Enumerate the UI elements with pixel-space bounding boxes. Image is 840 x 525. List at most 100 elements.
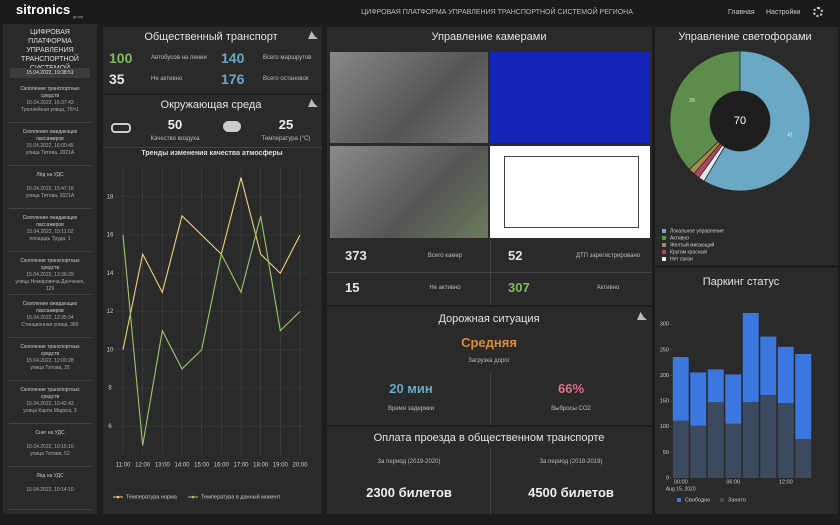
- datetime: 15.04.2022, 19:38:51: [10, 68, 90, 78]
- divider: [9, 509, 91, 510]
- header: sitronics group ЦИФРОВАЯ ПЛАТФОРМА УПРАВ…: [0, 0, 840, 24]
- event-type: Скопление транспортных средств: [20, 86, 80, 99]
- logo-sub: group: [73, 14, 84, 19]
- event-time: 15.04.2022, 16:37:43: [26, 100, 74, 106]
- stats: 20 мин Время задержки 66% Выбросы CO2: [327, 377, 652, 423]
- event-time: 15.04.2022, 12:35:04: [26, 315, 74, 321]
- event-type: Скопление ожидающих пассажиров: [22, 129, 78, 142]
- stat-value: 140: [221, 50, 245, 66]
- stats: За период (2019-2020) 2300 билетов За пери…: [327, 453, 652, 513]
- panel-title: Окружающая среда: [160, 99, 262, 111]
- cameras-panel: Управление камерами 373 Всего камер 52 ДТП …: [327, 27, 652, 305]
- divider: [9, 208, 91, 209]
- stat-label: ДТП зарегистрировано: [575, 253, 641, 259]
- road-panel: Дорожная ситуация Средняя Загрузка дорог…: [327, 307, 652, 425]
- divider: [490, 449, 491, 514]
- nav-link[interactable]: Настройки: [766, 9, 801, 16]
- nav-link[interactable]: Главная: [728, 9, 755, 16]
- header-title: ЦИФРОВАЯ ПЛАТФОРМА УПРАВЛЕНИЯ ТРАНСПОРТН…: [361, 9, 633, 16]
- fare-period: За период (2018-2019): [539, 459, 603, 465]
- stat-label: Время задержки: [388, 406, 434, 412]
- map-icon[interactable]: [308, 99, 318, 107]
- panel-title: Оплата проезда в общественном транспорте: [373, 432, 605, 444]
- event-time: 15.04.2022, 10:42:43: [26, 401, 74, 407]
- event-address: Троллейная улица, 7б/т1: [21, 107, 79, 113]
- chart-title: Тренды изменения качества атмосферы: [141, 150, 283, 157]
- divider: [9, 122, 91, 123]
- event-address: улица Карла Маркса, 3: [23, 408, 77, 414]
- stat-label: Температура (°С): [261, 136, 311, 142]
- fares-panel: Оплата проезда в общественном транспорте…: [327, 427, 652, 514]
- event-address: улица Титова, 25: [30, 365, 70, 371]
- stat-value: 52: [508, 248, 523, 263]
- map-icon[interactable]: [308, 31, 318, 39]
- event-time: 15.04.2022, 10:14:10: [26, 487, 74, 493]
- stat-label: Автобусов на линии: [151, 55, 207, 61]
- divider: [9, 294, 91, 295]
- stat-value: 307: [508, 280, 530, 295]
- stat-value: 373: [345, 248, 367, 263]
- panel-title: Паркинг статус: [702, 276, 780, 288]
- divider: [9, 466, 91, 467]
- camera-feed[interactable]: [490, 146, 650, 238]
- divider: [9, 337, 91, 338]
- fare-value: 4500 билетов: [528, 485, 614, 500]
- stat-value: 66%: [557, 381, 585, 396]
- parking-panel: Паркинг статус: [655, 268, 838, 514]
- stats: 373 Всего камер 52 ДТП зарегистрировано 15 Не…: [327, 241, 652, 305]
- stat-value: 20 мин: [389, 381, 433, 396]
- event-type: Лёд на УДС: [36, 473, 64, 479]
- event-address: Станционная улица, 38б: [21, 322, 79, 328]
- divider: [9, 251, 91, 252]
- event-time: 15.04.2022, 15:11:02: [26, 229, 74, 235]
- panel-title: Управление камерами: [431, 31, 547, 43]
- logo: sitronics: [16, 2, 71, 17]
- panel-title: Дорожная ситуация: [438, 313, 540, 325]
- transport-panel: Общественный транспорт 100 Автобусов на л…: [103, 27, 322, 93]
- weather-icon: [223, 121, 241, 132]
- event-type: Скопление транспортных средств: [20, 387, 80, 400]
- stat-value: 176: [221, 71, 245, 87]
- sidebar-title: ЦИФРОВАЯ ПЛАТФОРМА УПРАВЛЕНИЯ ТРАНСПОРТН…: [21, 29, 79, 72]
- stat-label: Не активно: [151, 76, 183, 82]
- fare-value: 2300 билетов: [366, 485, 452, 500]
- panel-title: Общественный транспорт: [144, 31, 278, 43]
- stat-value: 25: [278, 117, 294, 132]
- stat-value: 35: [109, 71, 125, 87]
- event-address: улица Титова, 52: [30, 451, 70, 457]
- event-time: 15.04.2022, 10:15:16: [26, 444, 74, 450]
- plot-frame: [504, 156, 639, 228]
- divider: [490, 373, 491, 425]
- divider: [9, 165, 91, 166]
- camera-feed[interactable]: [490, 52, 650, 143]
- mask-icon: [111, 123, 131, 133]
- event-address: площадь Труда, 1: [29, 236, 71, 242]
- event-list: Скопление транспортных средств 15.04.2022…: [3, 82, 97, 512]
- stat-label: Всего маршрутов: [263, 55, 312, 61]
- sidebar: ЦИФРОВАЯ ПЛАТФОРМА УПРАВЛЕНИЯ ТРАНСПОРТН…: [3, 24, 97, 514]
- camera-feed[interactable]: [330, 146, 488, 238]
- stat-label: Активно: [596, 285, 620, 291]
- event-time: 15.04.2022, 16:00:45: [26, 143, 74, 149]
- event-type: Скопление транспортных средств: [20, 344, 80, 357]
- event-type: Скопление транспортных средств: [20, 258, 80, 271]
- stat-label: Не активно: [429, 285, 461, 291]
- event-type: Лёд на УДС: [36, 172, 64, 178]
- road-level-label: Загрузка дорог: [468, 358, 510, 364]
- event-type: Скопление ожидающих пассажиров: [22, 215, 78, 228]
- stat-value: 100: [109, 50, 133, 66]
- stat-label: Всего остановок: [263, 76, 309, 82]
- map-icon[interactable]: [637, 312, 647, 320]
- divider: [103, 147, 322, 148]
- event-type: Снег на УДС: [35, 430, 65, 436]
- event-time: 15.04.2022, 15:47:16: [26, 186, 74, 192]
- stat-label: Выбросы CO2: [551, 406, 591, 412]
- event-time: 15.04.2022, 13:36:29: [26, 272, 74, 278]
- stat-label: Всего камер: [427, 253, 463, 259]
- camera-feed[interactable]: [330, 52, 488, 143]
- panel-title: Управление светофорами: [678, 31, 812, 43]
- environment-panel: Окружающая среда 50 Качество воздуха 25 …: [103, 95, 322, 514]
- settings-icon[interactable]: [813, 7, 823, 17]
- event-type: Скопление ожидающих пассажиров: [22, 301, 78, 314]
